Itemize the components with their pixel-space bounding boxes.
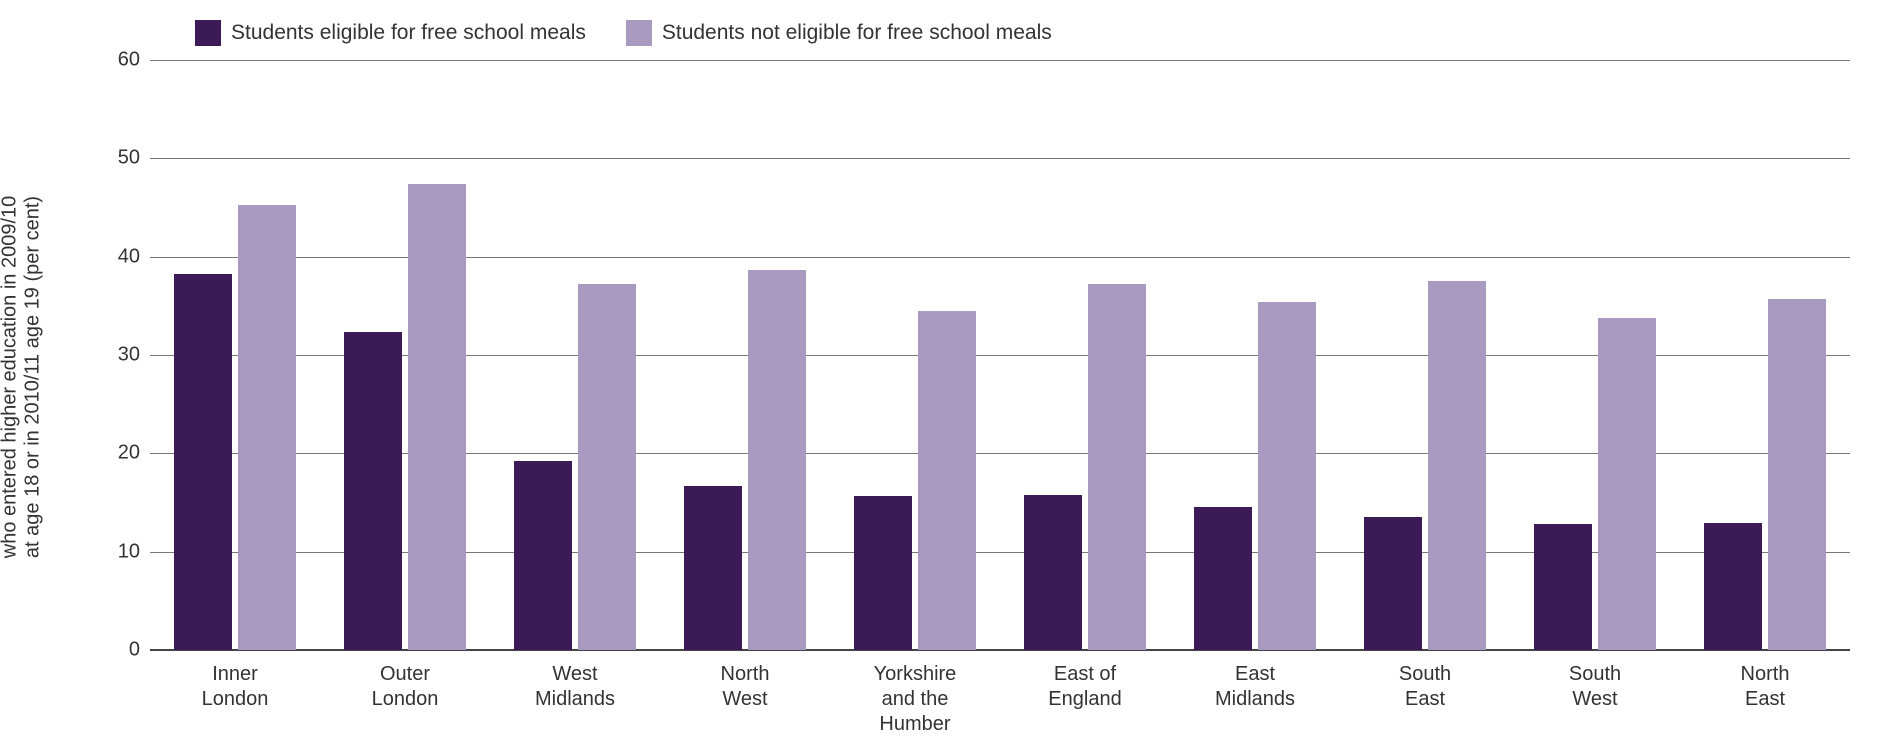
y-tick-label: 10 — [118, 540, 140, 563]
bar-group — [830, 60, 1000, 650]
bar-group — [1680, 60, 1850, 650]
x-tick-label: East Midlands — [1170, 662, 1340, 712]
bar-group — [150, 60, 320, 650]
bar-group — [1510, 60, 1680, 650]
bar-group — [490, 60, 660, 650]
bar-eligible — [174, 274, 232, 650]
bar-eligible — [1364, 517, 1422, 650]
x-tick-label: West Midlands — [490, 662, 660, 712]
bar-not-eligible — [1598, 318, 1656, 650]
y-tick-label: 60 — [118, 49, 140, 72]
chart-container: Students eligible for free school meals … — [20, 20, 1872, 734]
bar-group — [660, 60, 830, 650]
legend-label-not-eligible: Students not eligible for free school me… — [662, 21, 1052, 45]
legend-swatch-eligible — [195, 20, 221, 46]
bar-eligible — [854, 496, 912, 650]
bar-group — [320, 60, 490, 650]
legend: Students eligible for free school meals … — [195, 20, 1052, 46]
x-tick-label: Outer London — [320, 662, 490, 712]
x-tick-label: South East — [1340, 662, 1510, 712]
bar-group — [1340, 60, 1510, 650]
x-tick-label: North East — [1680, 662, 1850, 712]
y-axis-label: Proportion of school pupils aged 15 in 2… — [0, 57, 45, 697]
legend-label-eligible: Students eligible for free school meals — [231, 21, 586, 45]
legend-item-not-eligible: Students not eligible for free school me… — [626, 20, 1052, 46]
legend-swatch-not-eligible — [626, 20, 652, 46]
x-tick-label: East of England — [1000, 662, 1170, 712]
bar-eligible — [514, 461, 572, 650]
bar-not-eligible — [578, 284, 636, 650]
bar-eligible — [1024, 495, 1082, 650]
y-tick-label: 0 — [129, 639, 140, 662]
bar-not-eligible — [748, 270, 806, 650]
bar-group — [1000, 60, 1170, 650]
bar-not-eligible — [1768, 299, 1826, 650]
y-tick-label: 20 — [118, 442, 140, 465]
bar-eligible — [1704, 523, 1762, 650]
plot-area: 0102030405060Inner LondonOuter LondonWes… — [150, 60, 1850, 650]
bar-eligible — [344, 332, 402, 650]
y-tick-label: 50 — [118, 147, 140, 170]
bar-not-eligible — [1258, 302, 1316, 650]
bar-eligible — [1534, 524, 1592, 650]
y-tick-label: 30 — [118, 344, 140, 367]
bar-not-eligible — [918, 311, 976, 650]
bar-not-eligible — [1428, 281, 1486, 650]
x-tick-label: South West — [1510, 662, 1680, 712]
bar-not-eligible — [1088, 284, 1146, 650]
x-tick-label: Inner London — [150, 662, 320, 712]
y-tick-label: 40 — [118, 245, 140, 268]
bar-not-eligible — [408, 184, 466, 650]
x-tick-label: Yorkshire and the Humber — [830, 662, 1000, 737]
bar-eligible — [684, 486, 742, 650]
x-tick-label: North West — [660, 662, 830, 712]
bar-group — [1170, 60, 1340, 650]
bar-not-eligible — [238, 205, 296, 650]
bar-eligible — [1194, 507, 1252, 650]
legend-item-eligible: Students eligible for free school meals — [195, 20, 586, 46]
